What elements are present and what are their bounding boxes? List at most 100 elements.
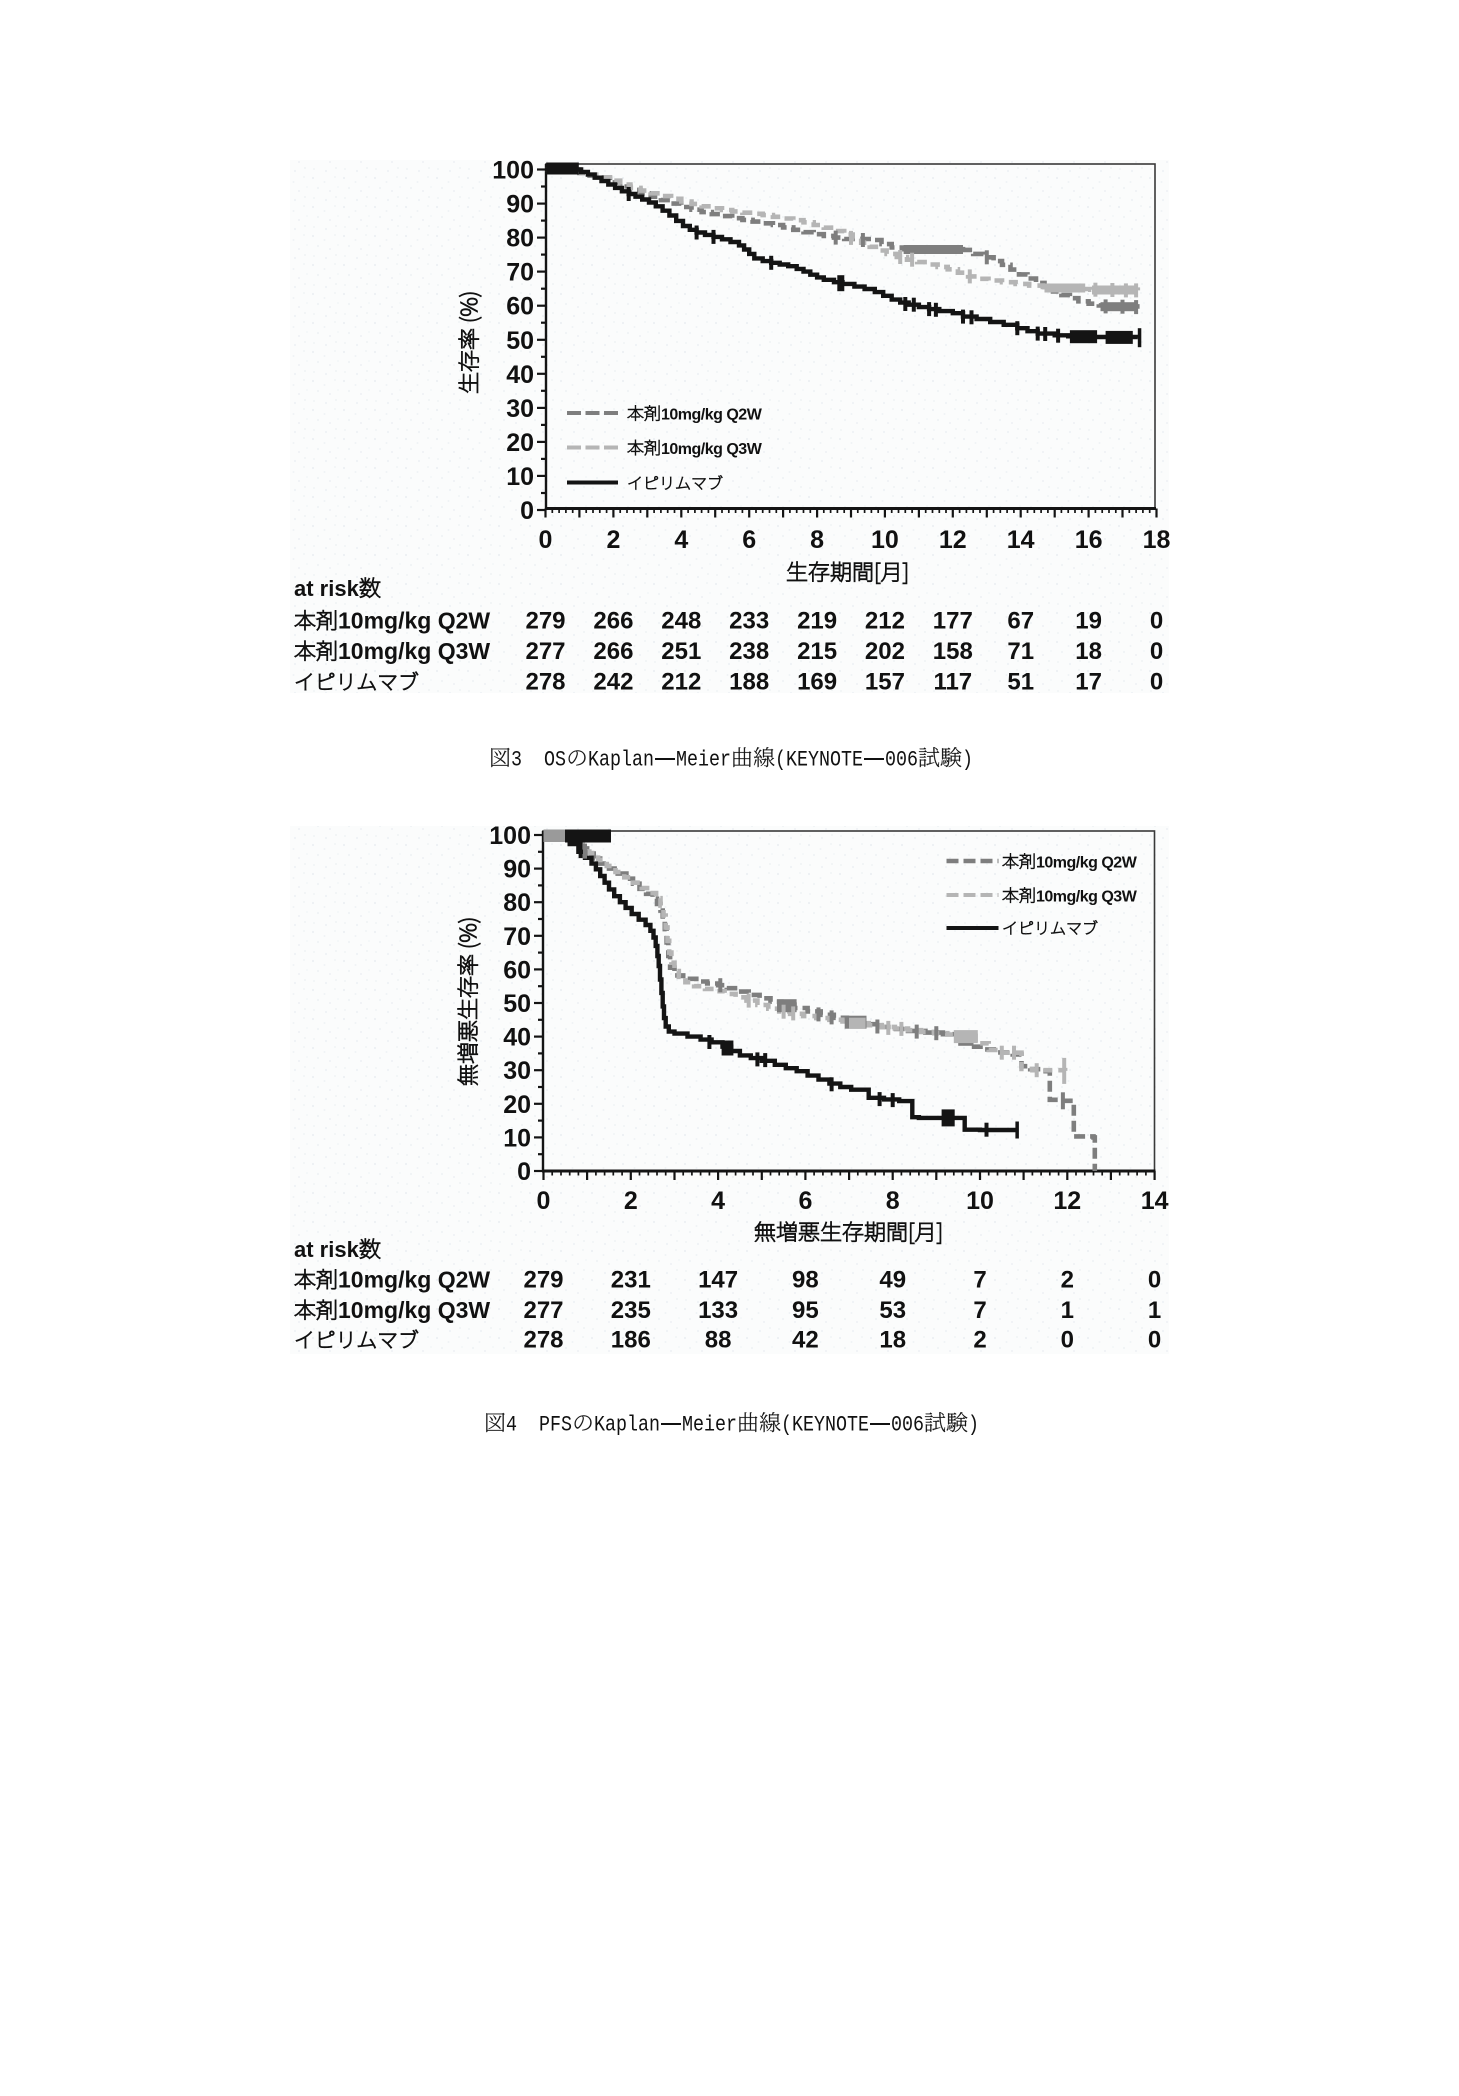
svg-text:88: 88 bbox=[705, 1327, 732, 1354]
svg-text:30: 30 bbox=[503, 1057, 531, 1085]
svg-text:67: 67 bbox=[1007, 608, 1034, 635]
svg-text:17: 17 bbox=[1075, 669, 1102, 696]
svg-text:10: 10 bbox=[506, 463, 534, 491]
svg-text:51: 51 bbox=[1007, 669, 1034, 696]
svg-text:2: 2 bbox=[624, 1187, 638, 1215]
svg-text:266: 266 bbox=[593, 638, 633, 665]
svg-text:10mg/kg Q2W: 10mg/kg Q2W bbox=[338, 608, 490, 634]
svg-text:at risk: at risk bbox=[294, 576, 360, 601]
svg-text:40: 40 bbox=[506, 361, 534, 389]
svg-text:0: 0 bbox=[520, 497, 534, 525]
svg-text:49: 49 bbox=[879, 1267, 906, 1294]
svg-text:186: 186 bbox=[611, 1327, 651, 1354]
svg-text:(: ( bbox=[781, 1413, 792, 1438]
svg-text:006: 006 bbox=[885, 748, 918, 773]
svg-text:242: 242 bbox=[593, 669, 633, 696]
svg-text:147: 147 bbox=[698, 1267, 738, 1294]
svg-text:0: 0 bbox=[1150, 669, 1163, 696]
svg-text:277: 277 bbox=[523, 1297, 563, 1324]
svg-text:2: 2 bbox=[973, 1327, 986, 1354]
svg-text:): ) bbox=[968, 1413, 979, 1438]
svg-text:19: 19 bbox=[1075, 608, 1102, 635]
svg-text:10: 10 bbox=[871, 526, 899, 554]
svg-text:20: 20 bbox=[503, 1091, 531, 1119]
svg-text:98: 98 bbox=[792, 1267, 819, 1294]
svg-text:80: 80 bbox=[503, 889, 531, 917]
svg-text:18: 18 bbox=[1143, 526, 1171, 554]
svg-text:90: 90 bbox=[506, 191, 534, 219]
svg-text:231: 231 bbox=[611, 1267, 651, 1294]
svg-text:266: 266 bbox=[593, 608, 633, 635]
svg-text:8: 8 bbox=[886, 1187, 900, 1215]
svg-text:7: 7 bbox=[973, 1297, 986, 1324]
svg-text:8: 8 bbox=[810, 526, 824, 554]
svg-text:Meier: Meier bbox=[676, 748, 731, 773]
svg-text:100: 100 bbox=[492, 157, 534, 185]
svg-text:): ) bbox=[962, 748, 973, 773]
svg-text:14: 14 bbox=[1007, 526, 1035, 554]
svg-text:Kaplan: Kaplan bbox=[594, 1413, 660, 1438]
svg-text:251: 251 bbox=[661, 638, 701, 665]
svg-text:0: 0 bbox=[1061, 1327, 1074, 1354]
svg-text:70: 70 bbox=[506, 259, 534, 287]
svg-text:4: 4 bbox=[711, 1187, 725, 1215]
svg-text:277: 277 bbox=[525, 638, 565, 665]
svg-text:PFS: PFS bbox=[539, 1413, 572, 1438]
svg-text:0: 0 bbox=[1150, 638, 1163, 665]
svg-text:10mg/kg Q3W: 10mg/kg Q3W bbox=[338, 638, 490, 664]
svg-text:(: ( bbox=[775, 748, 786, 773]
svg-text:0: 0 bbox=[1148, 1327, 1161, 1354]
svg-text:219: 219 bbox=[797, 608, 837, 635]
svg-text:0: 0 bbox=[539, 526, 553, 554]
svg-text:006: 006 bbox=[891, 1413, 924, 1438]
svg-text:215: 215 bbox=[797, 638, 837, 665]
svg-text:117: 117 bbox=[933, 669, 972, 696]
svg-text:KEYNOTE: KEYNOTE bbox=[786, 748, 863, 773]
svg-text:10mg/kg Q3W: 10mg/kg Q3W bbox=[661, 441, 763, 458]
svg-text:157: 157 bbox=[865, 669, 905, 696]
svg-text:212: 212 bbox=[865, 608, 905, 635]
svg-text:60: 60 bbox=[503, 956, 531, 984]
svg-text:53: 53 bbox=[879, 1297, 906, 1324]
svg-text:50: 50 bbox=[503, 990, 531, 1018]
svg-text:248: 248 bbox=[661, 608, 701, 635]
svg-text:Kaplan: Kaplan bbox=[588, 748, 654, 773]
svg-text:60: 60 bbox=[506, 293, 534, 321]
svg-text:133: 133 bbox=[698, 1297, 738, 1324]
svg-text:OS: OS bbox=[544, 748, 566, 773]
svg-text:177: 177 bbox=[933, 608, 973, 635]
svg-text:0: 0 bbox=[517, 1158, 531, 1186]
svg-text:10mg/kg Q2W: 10mg/kg Q2W bbox=[338, 1267, 490, 1293]
svg-text:18: 18 bbox=[1075, 638, 1102, 665]
svg-text:10mg/kg Q2W: 10mg/kg Q2W bbox=[1036, 855, 1138, 872]
svg-text:10mg/kg Q2W: 10mg/kg Q2W bbox=[661, 407, 763, 424]
svg-text:90: 90 bbox=[503, 856, 531, 884]
svg-text:238: 238 bbox=[729, 638, 769, 665]
svg-text:3: 3 bbox=[511, 748, 522, 773]
svg-text:20: 20 bbox=[506, 429, 534, 457]
svg-text:2: 2 bbox=[1061, 1267, 1074, 1294]
svg-text:278: 278 bbox=[525, 669, 565, 696]
svg-text:70: 70 bbox=[503, 923, 531, 951]
svg-text:100: 100 bbox=[489, 822, 531, 850]
svg-text:4: 4 bbox=[506, 1413, 517, 1438]
svg-text:30: 30 bbox=[506, 395, 534, 423]
svg-text:0: 0 bbox=[1150, 608, 1163, 635]
svg-text:16: 16 bbox=[1075, 526, 1103, 554]
svg-text:235: 235 bbox=[611, 1297, 651, 1324]
svg-text:95: 95 bbox=[792, 1297, 819, 1324]
svg-text:212: 212 bbox=[661, 669, 701, 696]
svg-text:10mg/kg Q3W: 10mg/kg Q3W bbox=[338, 1297, 490, 1323]
svg-text:18: 18 bbox=[879, 1327, 906, 1354]
svg-text:42: 42 bbox=[792, 1327, 819, 1354]
svg-text:188: 188 bbox=[729, 669, 769, 696]
svg-text:80: 80 bbox=[506, 225, 534, 253]
svg-text:71: 71 bbox=[1007, 638, 1034, 665]
svg-text:0: 0 bbox=[537, 1187, 551, 1215]
svg-text:158: 158 bbox=[933, 638, 973, 665]
svg-text:10: 10 bbox=[503, 1124, 531, 1152]
svg-text:50: 50 bbox=[506, 327, 534, 355]
svg-text:KEYNOTE: KEYNOTE bbox=[792, 1413, 869, 1438]
svg-text:2: 2 bbox=[606, 526, 620, 554]
svg-text:279: 279 bbox=[523, 1267, 563, 1294]
